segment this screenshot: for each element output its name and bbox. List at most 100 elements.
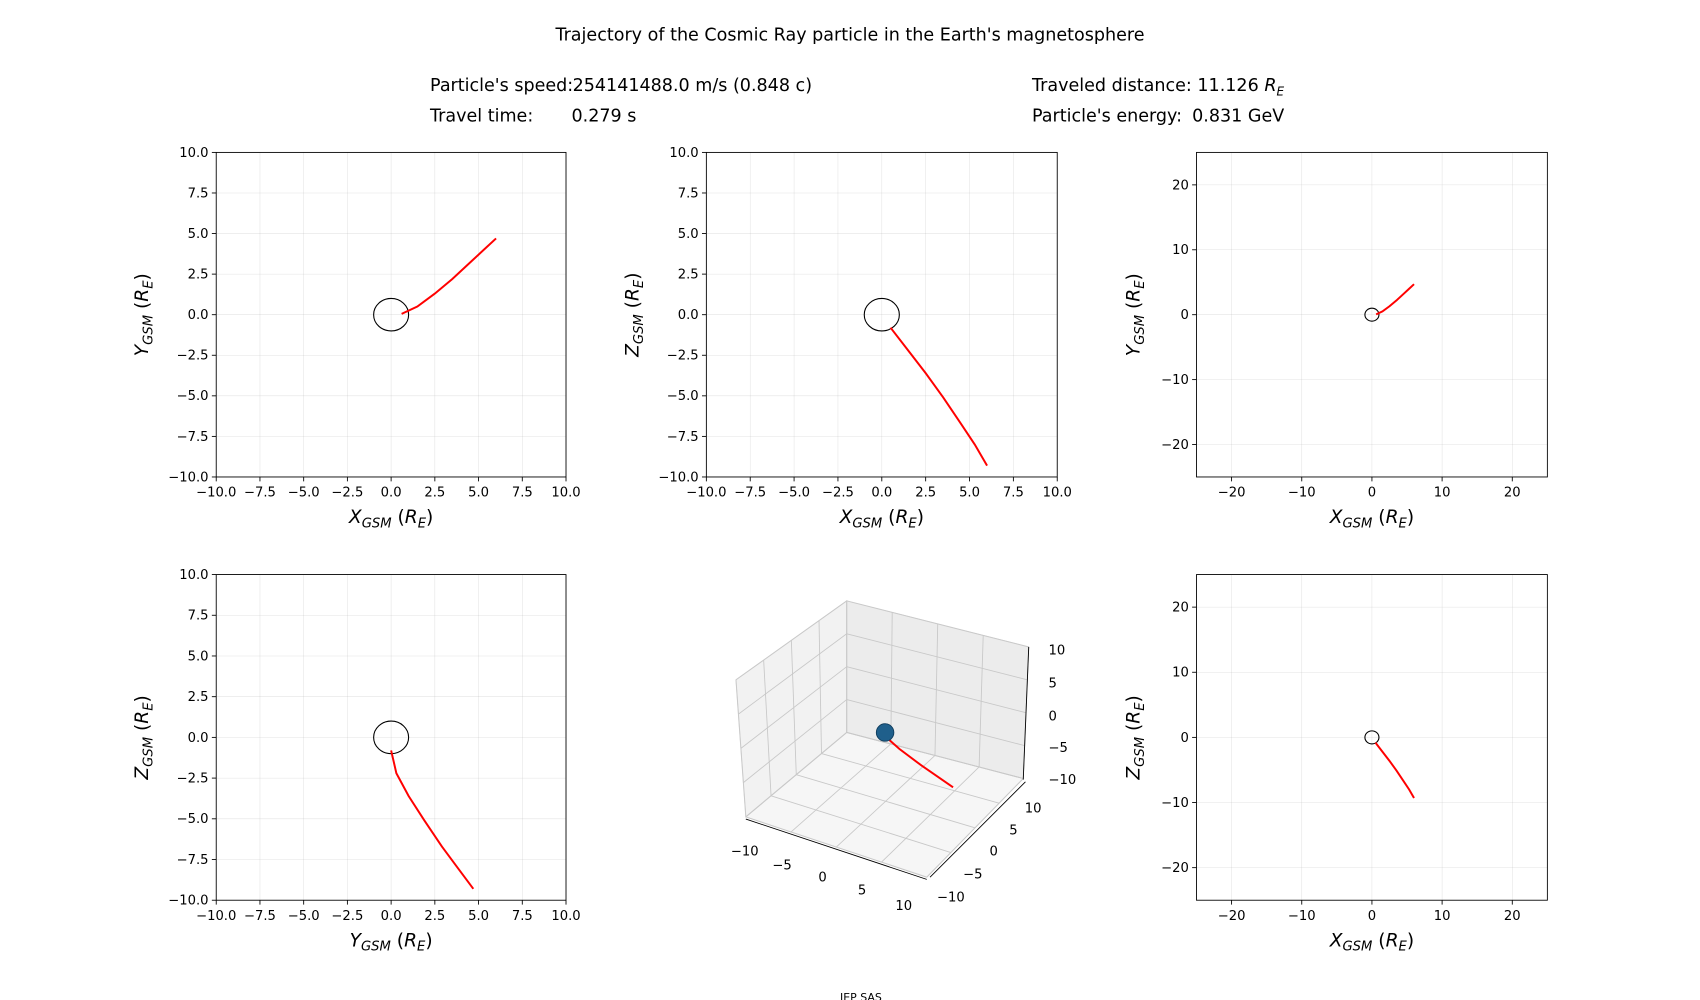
trajectory-line [889,327,988,467]
plot-xz: −10.0 −7.5 −5.0 −2.5 0.0 2.5 5.0 7.5 10.0 −10.0 −7… [622,146,1071,532]
y-tick-label: 5.0 [188,649,209,664]
axes-frame [705,151,1058,478]
x-tick-label: −2.5 [331,486,363,501]
x-axis-unit: R [404,930,417,951]
y-tick-label: −5.0 [177,389,209,404]
x-axis-var: X [348,507,363,528]
y-axis-var: Y [132,343,153,356]
y-tick-label: −20 [1161,861,1189,876]
axes-frame [1196,151,1548,478]
y-tick-label: 10.0 [669,146,698,161]
x-axis-var: X [1329,930,1344,951]
y-tick-label: 2.5 [188,268,209,283]
y-tick-label: 0.0 [678,308,699,323]
x-axis-label: XGSM (RE) [1329,507,1414,531]
y-tick-label: 10 [1172,666,1189,681]
y-axis-unit: R [622,288,643,301]
y-tick-label: 10 [1172,243,1189,258]
y-axis-unit-sub: E [142,702,157,711]
x-tick-label: −5.0 [778,486,810,501]
x-tick-label: 5.0 [468,486,489,501]
x-tick-label: 2.5 [424,909,445,924]
x-tick-label: 2.5 [915,486,936,501]
y-axis-unit-close: ) [1123,273,1144,280]
x-axis-label: XGSM (RE) [348,507,433,531]
x-tick-label: 10.0 [551,909,580,924]
distance-label-text: Traveled distance: [1031,76,1192,96]
grid-line-3d [763,660,772,796]
y-axis-unit-open: ( [132,724,153,737]
grid-line-3d [735,679,747,817]
x-axis-var-sub: GSM [852,516,882,531]
y-axis-unit-close: ) [1123,695,1144,702]
plot-yz: −10.0 −7.5 −5.0 −2.5 0.0 2.5 5.0 7.5 10.0 −10.0 −7… [132,568,580,955]
y-axis-label: YGSM (RE) [1123,273,1147,356]
x-tick-label: 20 [1504,486,1521,501]
y-tick-label: 2.5 [188,690,209,705]
y-tick-label-3d: 5 [1009,823,1017,838]
x-tick-label: 5.0 [959,486,980,501]
x-axis-unit-open: ( [392,507,405,528]
z-tick-label-3d: −10 [1048,773,1076,788]
x-tick-label-3d: 0 [818,871,826,886]
y-axis-unit-sub: E [142,280,157,289]
x-tick-label: 10 [1434,909,1451,924]
x-axis-var-sub: GSM [362,516,392,531]
y-tick-label-3d: −5 [963,867,982,882]
x-axis-unit-open: ( [391,930,404,951]
x-axis-var-sub: GSM [1343,516,1373,531]
x-tick-label: 10.0 [551,486,580,501]
x-tick-label: 7.5 [1003,486,1024,501]
x-tick-label: −10.0 [196,909,236,924]
time-label: Travel time: [429,107,533,127]
y-tick-label: −10.0 [168,470,208,485]
y-tick-label: 2.5 [678,268,699,283]
x-tick-label-3d: 10 [895,899,912,914]
x-tick-label: −2.5 [822,486,854,501]
x-tick-label: 5.0 [468,909,489,924]
y-axis-unit: R [132,711,153,724]
x-tick-label: −7.5 [244,486,276,501]
energy-label: Particle's energy: [1032,107,1182,127]
y-tick-label: −10 [1161,796,1189,811]
plot-xy: −10.0 −7.5 −5.0 −2.5 0.0 2.5 5.0 7.5 10.0 −10.0 −7… [132,146,580,532]
axes-frame [215,151,567,478]
x-axis-3d [745,818,927,880]
trajectory-line [1374,741,1415,799]
x-tick-label: 20 [1504,909,1521,924]
y-axis-unit-close: ) [132,273,153,280]
x-axis-unit-open: ( [1372,507,1385,528]
y-tick-label-3d: 0 [989,844,997,859]
x-tick-label: 7.5 [512,909,533,924]
y-axis-unit-close: ) [622,273,643,280]
distance-label: Traveled distance: 11.126 RE [1031,76,1284,98]
x-tick-label: −20 [1218,909,1246,924]
x-tick-label: −10 [1288,909,1316,924]
x-axis-var: Y [350,930,363,951]
earth-circle [1364,730,1380,745]
x-tick-label: −10.0 [686,486,726,501]
y-tick-label: −10 [1161,373,1189,388]
x-tick-label: −10.0 [196,486,236,501]
x-tick-label: −20 [1218,486,1246,501]
y-tick-label: −2.5 [667,349,699,364]
x-axis-unit: R [895,507,908,528]
y-axis-var: Y [1123,343,1144,356]
x-tick-label: 10 [1434,486,1451,501]
y-axis-var: Z [1123,766,1144,781]
y-axis-var-sub: GSM [632,314,647,344]
x-axis-unit-open: ( [882,507,895,528]
x-axis-label: XGSM (RE) [839,507,924,531]
y-axis-unit-open: ( [132,302,153,315]
x-axis-unit-close: ) [917,507,924,528]
grid-line-3d [926,778,1024,878]
x-axis-unit-sub: E [418,516,427,531]
y-tick-label: 20 [1172,178,1189,193]
distance-unit-sub: E [1277,84,1285,98]
figure-title: Trajectory of the Cosmic Ray particle in… [554,26,1144,46]
y-axis-label: ZGSM (RE) [132,695,156,780]
y-axis-unit-open: ( [1123,724,1144,737]
